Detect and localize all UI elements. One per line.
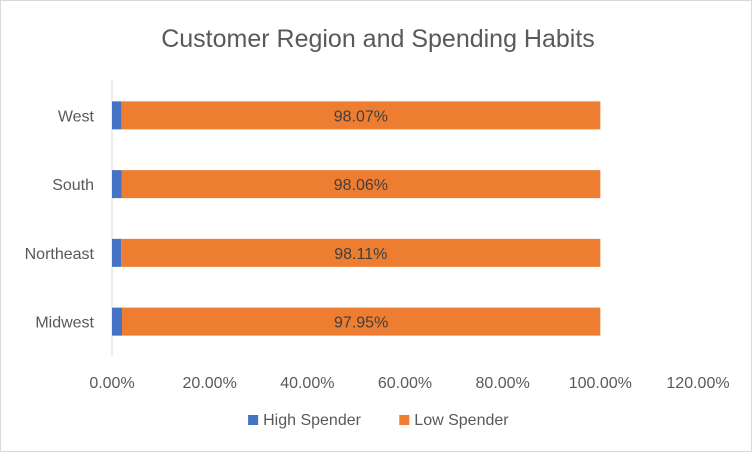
bar-segment-low-spender	[121, 101, 601, 130]
x-tick-label: 120.00%	[666, 375, 729, 392]
chart-title: Customer Region and Spending Habits	[161, 25, 595, 53]
category-label: Northeast	[25, 246, 95, 263]
legend-label: Low Spender	[414, 412, 509, 429]
bar-segment-high-spender	[112, 170, 122, 199]
x-tick-label: 100.00%	[569, 375, 632, 392]
bar-segment-low-spender	[122, 307, 601, 336]
bar-segment-low-spender	[121, 238, 601, 267]
legend-swatch	[248, 415, 259, 425]
x-tick-label: 40.00%	[280, 375, 334, 392]
bar-segment-high-spender	[112, 307, 123, 336]
data-label: 98.06%	[334, 177, 388, 194]
data-label: 97.95%	[334, 315, 388, 332]
data-label: 98.11%	[334, 246, 387, 263]
bar-segment-high-spender	[112, 101, 122, 130]
plot-area: West 98.07% South 98.06% Northeast 98.11% Midw…	[25, 81, 730, 392]
bar-segment-low-spender	[121, 170, 601, 199]
x-tick-label: 60.00%	[378, 375, 432, 392]
category-label: West	[58, 108, 95, 125]
x-tick-label: 80.00%	[476, 375, 530, 392]
bar-segment-high-spender	[112, 238, 122, 267]
legend-label: High Spender	[263, 412, 362, 429]
category-label: South	[52, 177, 94, 194]
legend: High Spender Low Spender	[248, 412, 509, 429]
legend-swatch	[399, 415, 410, 425]
category-label: Midwest	[35, 315, 94, 332]
data-label: 98.07%	[334, 108, 388, 125]
x-tick-label: 0.00%	[89, 375, 134, 392]
x-tick-label: 20.00%	[183, 375, 237, 392]
